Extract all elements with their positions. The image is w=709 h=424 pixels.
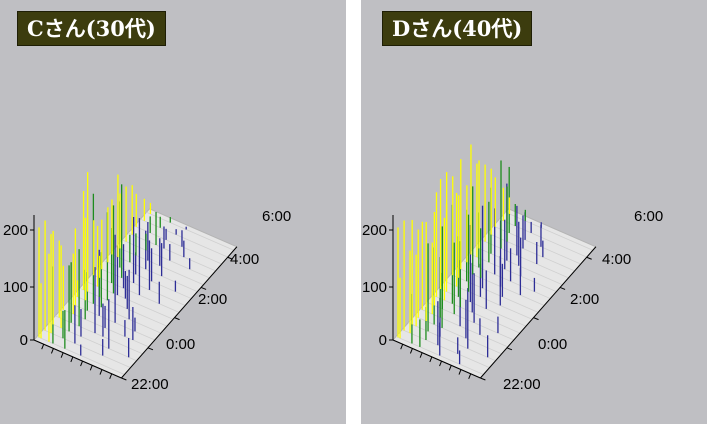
x-tick bbox=[109, 373, 113, 379]
y-tick-label: 2:00 bbox=[198, 291, 227, 308]
floor-gridline bbox=[499, 218, 587, 258]
z-tick-label: 200 bbox=[362, 222, 387, 239]
floor-gridline bbox=[140, 218, 228, 258]
y-tick-label: 0:00 bbox=[538, 336, 567, 353]
y-tick bbox=[227, 256, 233, 260]
y-tick bbox=[506, 347, 513, 351]
floor-gridline bbox=[505, 211, 594, 251]
x-axis bbox=[33, 339, 122, 379]
y-tick-label: 6:00 bbox=[262, 208, 291, 225]
y-tick bbox=[559, 286, 566, 290]
trace bbox=[52, 230, 130, 358]
z-tick-label: 0 bbox=[20, 332, 28, 349]
trace bbox=[508, 197, 542, 228]
trace bbox=[44, 220, 104, 356]
y-tick-label: 6:00 bbox=[634, 208, 663, 225]
waterfall-plot-c: 0 100 200 22:00 0:00 2:00 4:00 6:00 bbox=[3, 172, 291, 393]
y-tick-label: 22:00 bbox=[503, 376, 541, 393]
trace bbox=[135, 193, 183, 247]
y-tick bbox=[147, 347, 154, 351]
y-tick bbox=[533, 317, 539, 321]
floor-gridline bbox=[73, 294, 162, 334]
floor-gridline bbox=[91, 274, 180, 313]
trace bbox=[125, 186, 191, 270]
trace bbox=[58, 240, 104, 337]
y-tick bbox=[174, 317, 180, 321]
y-tick-label: 4:00 bbox=[602, 251, 631, 268]
floor-gridline bbox=[462, 260, 551, 299]
y-tick bbox=[200, 286, 207, 290]
chart-panel-d: Dさん(40代) 0 100 200 22:00 0:00 2:00 4:00 6:00 bbox=[361, 0, 707, 424]
x-tick bbox=[439, 360, 443, 367]
x-tick bbox=[419, 352, 423, 358]
trace bbox=[87, 172, 127, 299]
x-tick bbox=[409, 348, 413, 354]
y-tick bbox=[480, 377, 486, 381]
trace bbox=[143, 198, 177, 235]
x-tick bbox=[429, 356, 433, 363]
trace bbox=[62, 253, 134, 341]
x-tick bbox=[89, 365, 93, 371]
floor-gridline bbox=[468, 253, 557, 293]
floor-gridline bbox=[401, 329, 490, 369]
trace bbox=[484, 160, 538, 265]
floor-gridline bbox=[134, 225, 222, 265]
x-tick bbox=[468, 373, 472, 379]
y-tick-label: 22:00 bbox=[131, 376, 169, 393]
waterfall-plot-d: 0 100 200 22:00 0:00 2:00 4:00 6:00 bbox=[362, 144, 663, 393]
x-tick bbox=[50, 348, 54, 354]
y-tick bbox=[586, 256, 592, 260]
floor-gridline bbox=[121, 239, 210, 279]
x-tick bbox=[99, 369, 103, 375]
z-tick-label: 200 bbox=[3, 222, 28, 239]
z-tick-label: 0 bbox=[379, 332, 387, 349]
x-tick bbox=[60, 352, 64, 358]
x-tick bbox=[458, 369, 462, 375]
trace bbox=[101, 184, 151, 290]
floor-gridline bbox=[103, 260, 192, 299]
z-tick-label: 100 bbox=[362, 279, 387, 296]
y-tick-label: 0:00 bbox=[166, 336, 195, 353]
floor-gridline bbox=[408, 322, 496, 362]
floor-gridline bbox=[426, 301, 514, 341]
trace bbox=[119, 193, 161, 266]
floor-gridline bbox=[67, 301, 155, 341]
x-tick bbox=[400, 344, 404, 350]
floor-gridline bbox=[487, 232, 575, 272]
chart-title: Cさん(30代) bbox=[17, 11, 166, 46]
z-tick-label: 100 bbox=[3, 279, 28, 296]
floor-gridline bbox=[432, 294, 521, 334]
floor-gridline bbox=[480, 239, 569, 279]
x-tick bbox=[80, 360, 84, 367]
chart-title: Dさん(40代) bbox=[382, 11, 533, 46]
chart-panel-c: Cさん(30代) 0 100 200 22:00 0:00 2:00 4:00 6:00 bbox=[0, 0, 346, 424]
y-axis bbox=[480, 246, 597, 379]
floor-gridline bbox=[97, 267, 186, 306]
floor-gridline bbox=[420, 308, 508, 348]
x-tick bbox=[448, 365, 452, 371]
floor-gridline bbox=[49, 322, 137, 362]
floor-gridline bbox=[438, 287, 527, 327]
floor-gridline bbox=[450, 274, 539, 313]
trace bbox=[149, 202, 187, 230]
y-tick-label: 2:00 bbox=[570, 291, 599, 308]
trace bbox=[433, 211, 499, 334]
y-tick-label: 4:00 bbox=[230, 251, 259, 268]
trace bbox=[502, 187, 532, 233]
x-tick bbox=[41, 344, 45, 350]
floor-gridline bbox=[146, 211, 235, 251]
floor-gridline bbox=[79, 287, 168, 327]
x-axis bbox=[392, 339, 481, 379]
trace bbox=[470, 144, 522, 277]
x-tick bbox=[70, 356, 74, 363]
floor-gridline bbox=[42, 329, 131, 369]
floor-gridline bbox=[128, 232, 216, 272]
y-tick bbox=[121, 377, 127, 381]
panel-divider bbox=[346, 0, 361, 424]
trace bbox=[490, 168, 544, 258]
trace bbox=[131, 185, 185, 258]
floor-gridline bbox=[109, 253, 198, 293]
y-axis bbox=[121, 246, 238, 379]
floor-gridline bbox=[444, 280, 533, 320]
